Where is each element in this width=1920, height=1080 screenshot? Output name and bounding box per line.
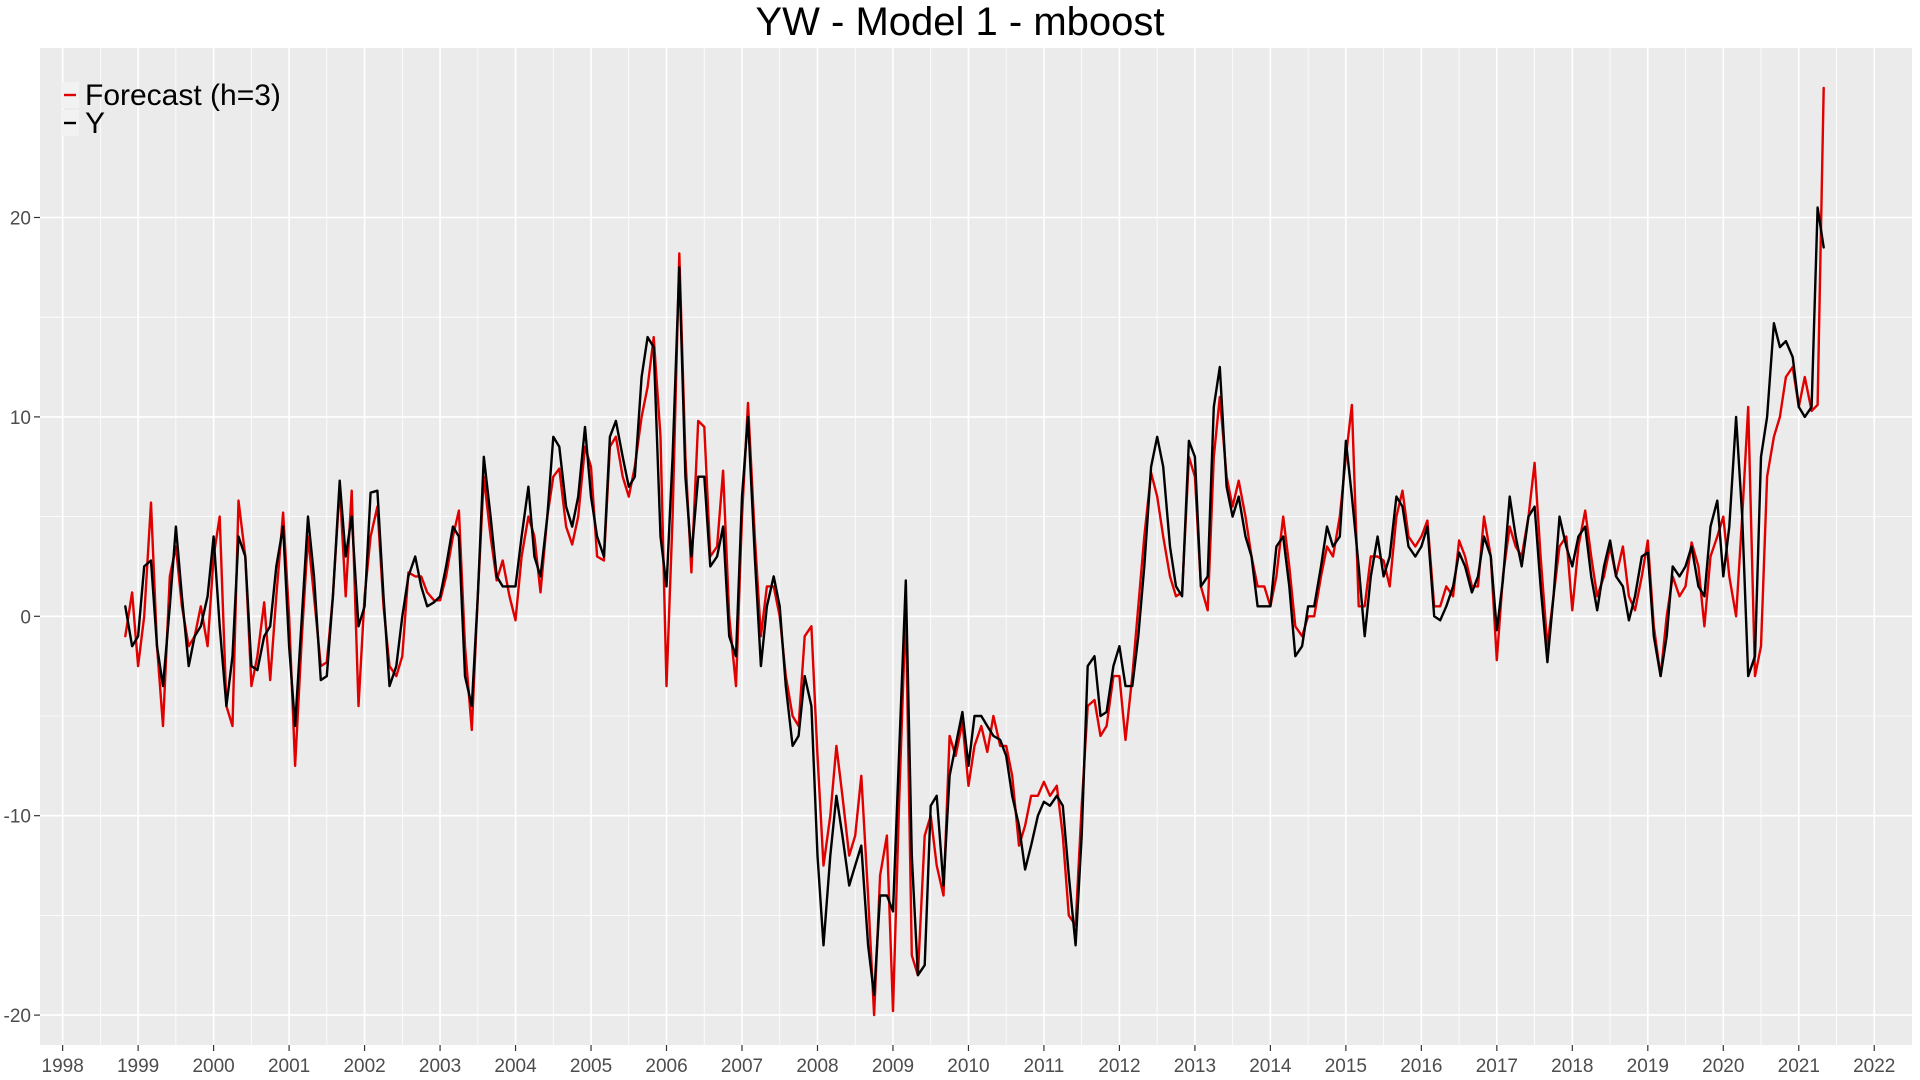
- x-tick-label: 2010: [947, 1056, 989, 1077]
- x-tick-label: 2015: [1325, 1056, 1367, 1077]
- x-tick-label: 2020: [1702, 1056, 1744, 1077]
- x-tick-label: 2007: [721, 1056, 763, 1077]
- x-tick-label: 2013: [1174, 1056, 1216, 1077]
- series-line-y: [124, 206, 1825, 997]
- x-tick-label: 2012: [1098, 1056, 1140, 1077]
- x-tick-label: 2017: [1476, 1056, 1518, 1077]
- series-line-forecast-h-3: [124, 86, 1825, 1017]
- x-tick-label: 2008: [796, 1056, 838, 1077]
- y-axis: -20 -10 0 10 20: [4, 208, 40, 1027]
- y-tick-label: -10: [4, 807, 31, 828]
- x-tick-label: 2018: [1551, 1056, 1593, 1077]
- plot-panel: [40, 48, 1912, 1045]
- series-layer: [124, 86, 1825, 1017]
- x-tick-label: 1998: [42, 1056, 84, 1077]
- y-tick-label: -20: [4, 1006, 31, 1027]
- x-tick-label: 2004: [494, 1056, 537, 1077]
- x-axis: 1998 1999 2000 2001 2002 2003 2004 2005 2006 2007…: [42, 1045, 1895, 1077]
- x-tick-label: 1999: [117, 1056, 159, 1077]
- x-tick-label: 2021: [1778, 1056, 1820, 1077]
- x-tick-label: 2003: [419, 1056, 461, 1077]
- chart-title: YW - Model 1 - mboost: [755, 0, 1164, 44]
- x-tick-label: 2011: [1024, 1056, 1065, 1077]
- x-tick-label: 2022: [1853, 1056, 1895, 1077]
- x-tick-label: 2001: [268, 1056, 310, 1077]
- x-tick-label: 2014: [1249, 1056, 1292, 1077]
- y-tick-label: 0: [20, 607, 31, 628]
- legend: Forecast (h=3)Y: [61, 79, 281, 140]
- x-tick-label: 2005: [570, 1056, 612, 1077]
- y-tick-label: 10: [10, 408, 31, 429]
- x-tick-label: 2016: [1400, 1056, 1442, 1077]
- legend-label-forecast-h-3: Forecast (h=3): [85, 79, 281, 112]
- x-tick-label: 2019: [1627, 1056, 1669, 1077]
- x-tick-label: 2000: [192, 1056, 234, 1077]
- legend-label-y: Y: [85, 107, 105, 140]
- y-tick-label: 20: [10, 208, 31, 229]
- x-tick-label: 2009: [872, 1056, 914, 1077]
- x-tick-label: 2002: [343, 1056, 385, 1077]
- x-tick-label: 2006: [645, 1056, 687, 1077]
